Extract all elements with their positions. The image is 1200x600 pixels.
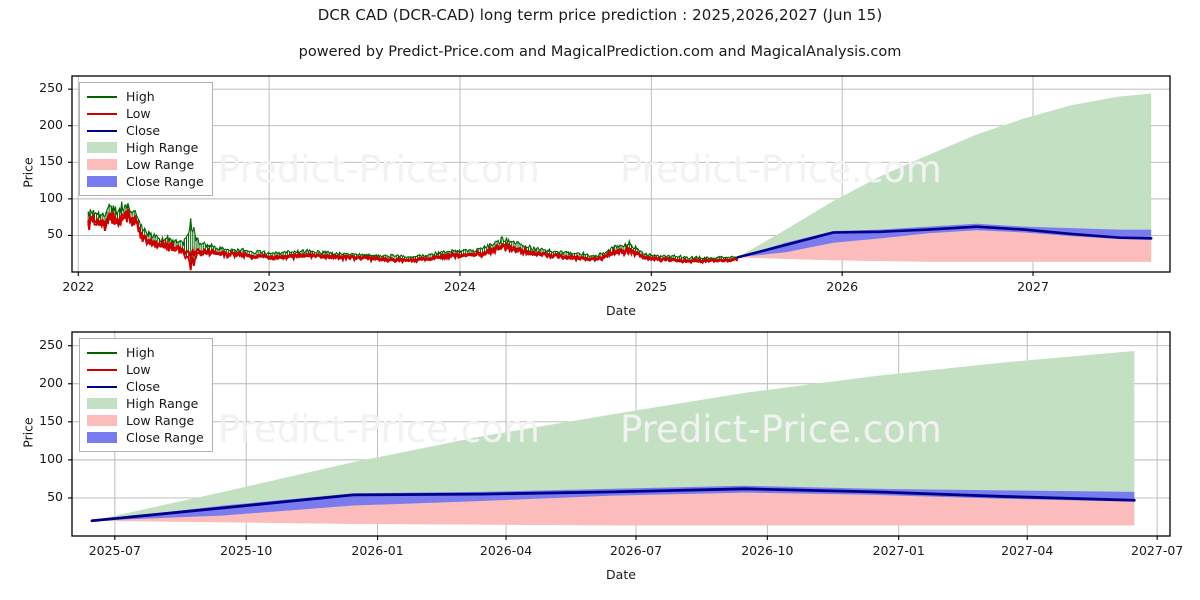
top-ytick-label: 100: [39, 189, 63, 205]
top-ytick-label: 150: [39, 153, 63, 169]
legend-item-high[interactable]: High: [87, 344, 204, 361]
legend-label: Close: [126, 122, 161, 138]
top-ytick-label: 50: [47, 226, 63, 242]
legend-label: Low Range: [126, 156, 195, 172]
bottom-xtick-label: 2027-04: [1001, 543, 1054, 558]
legend-label: High Range: [126, 139, 199, 155]
legend-item-high[interactable]: High: [87, 88, 204, 105]
legend-label: Low: [126, 361, 151, 377]
legend-label: Close Range: [126, 429, 204, 445]
bottom-ytick-label: 150: [39, 412, 63, 428]
bottom-ytick-label: 250: [39, 336, 63, 352]
legend-item-close-range[interactable]: Close Range: [87, 173, 204, 190]
top-xtick-label: 2025: [635, 279, 668, 294]
top-ytick-label: 200: [39, 116, 63, 132]
legend-item-close[interactable]: Close: [87, 122, 204, 139]
legend-item-low-range[interactable]: Low Range: [87, 412, 204, 429]
bottom-xtick-label: 2025-10: [220, 543, 273, 558]
bottom-xtick-label: 2025-07: [88, 543, 141, 558]
legend-item-close-range[interactable]: Close Range: [87, 429, 204, 446]
legend-label: High: [126, 344, 155, 360]
legend-item-close[interactable]: Close: [87, 378, 204, 395]
legend-item-low[interactable]: Low: [87, 105, 204, 122]
watermark: Predict-Price.com: [620, 408, 942, 451]
legend-swatch-close-icon: [87, 125, 117, 137]
bottom-legend: High Low Close High Range Low Range Close Ran…: [79, 338, 213, 452]
top-xtick-label: 2027: [1017, 279, 1049, 294]
top-ytick-label: 250: [39, 80, 63, 96]
legend-label: Low Range: [126, 412, 195, 428]
top-legend: High Low Close High Range Low Range Close Ran…: [79, 82, 213, 196]
legend-swatch-low-range-icon: [87, 415, 117, 426]
legend-item-high-range[interactable]: High Range: [87, 395, 204, 412]
legend-swatch-high-range-icon: [87, 398, 117, 409]
watermark: Predict-Price.com: [620, 148, 942, 191]
bottom-xtick-label: 2026-04: [479, 543, 533, 558]
legend-swatch-close-icon: [87, 381, 117, 393]
legend-label: Close Range: [126, 173, 204, 189]
top-xtick-label: 2023: [253, 279, 286, 294]
watermark: Predict-Price.com: [218, 408, 540, 451]
legend-swatch-high-icon: [87, 347, 117, 359]
legend-label: High: [126, 88, 155, 104]
legend-item-low[interactable]: Low: [87, 361, 204, 378]
page-subtitle: powered by Predict-Price.com and Magical…: [298, 44, 902, 60]
bottom-xtick-label: 2026-07: [609, 543, 663, 558]
bottom-y-axis-label: Price: [20, 417, 36, 448]
legend-swatch-low-icon: [87, 108, 117, 120]
legend-label: Close: [126, 378, 161, 394]
bottom-ytick-label: 50: [47, 488, 63, 504]
legend-swatch-high-icon: [87, 91, 117, 103]
top-xtick-label: 2026: [826, 279, 859, 294]
top-y-axis-label: Price: [20, 157, 36, 188]
top-xtick-label: 2024: [444, 279, 476, 294]
legend-swatch-high-range-icon: [87, 142, 117, 153]
legend-swatch-close-range-icon: [87, 176, 117, 187]
top-xtick-label: 2022: [62, 279, 95, 294]
bottom-xtick-label: 2027-07: [1131, 543, 1184, 558]
legend-label: Low: [126, 105, 151, 121]
legend-swatch-close-range-icon: [87, 432, 117, 443]
bottom-xtick-label: 2026-10: [741, 543, 794, 558]
legend-item-high-range[interactable]: High Range: [87, 139, 204, 156]
page-title: DCR CAD (DCR-CAD) long term price predic…: [317, 6, 883, 24]
legend-swatch-low-range-icon: [87, 159, 117, 170]
bottom-ytick-label: 200: [39, 374, 63, 390]
legend-swatch-low-icon: [87, 364, 117, 376]
legend-item-low-range[interactable]: Low Range: [87, 156, 204, 173]
bottom-xtick-label: 2026-01: [351, 543, 404, 558]
watermark: Predict-Price.com: [218, 148, 540, 191]
bottom-xtick-label: 2027-01: [872, 543, 925, 558]
legend-label: High Range: [126, 395, 199, 411]
bottom-ytick-label: 100: [39, 450, 63, 466]
bottom-x-axis-label: Date: [606, 567, 636, 582]
top-x-axis-label: Date: [606, 303, 636, 318]
